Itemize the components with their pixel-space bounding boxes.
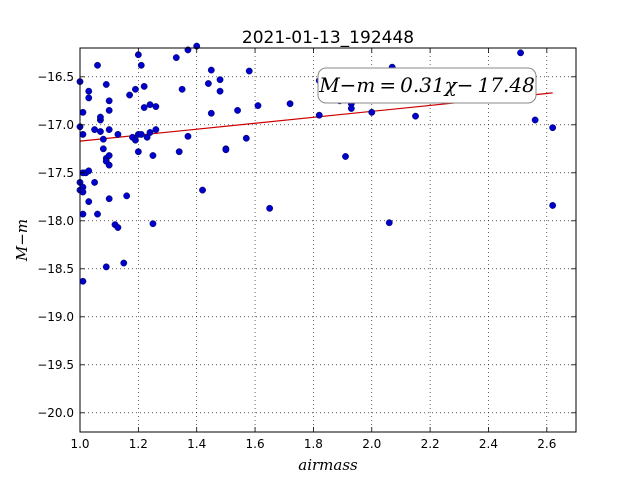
data-point <box>204 80 212 87</box>
data-point <box>207 66 215 74</box>
data-point <box>531 116 539 124</box>
data-point <box>105 107 113 114</box>
y-axis-label: M−m <box>13 219 31 262</box>
data-point <box>146 101 154 109</box>
axis-ticks: 1.0 1.2 1.4 1.6 1.8 2.0 2.2 2.4 2.6 −16.5 −17.0 −17… <box>37 48 576 451</box>
data-point <box>368 108 376 116</box>
data-point <box>172 54 180 61</box>
data-point <box>91 126 98 134</box>
y-tick-label: −17.5 <box>37 166 74 180</box>
x-tick-label: 1.4 <box>187 437 206 451</box>
data-point <box>79 188 87 196</box>
data-point <box>140 83 148 90</box>
data-point <box>242 134 250 142</box>
y-tick-label: −20.0 <box>37 406 74 420</box>
y-tick-label: −19.0 <box>37 310 74 324</box>
fit-annotation: M−m = 0.31χ− 17.48 <box>317 67 537 104</box>
y-tick-label: −19.5 <box>37 358 74 372</box>
data-point <box>120 259 128 267</box>
y-tick-label: −16.5 <box>37 70 74 84</box>
x-axis-label: airmass <box>298 456 358 474</box>
data-point <box>315 111 323 119</box>
data-point <box>94 61 101 69</box>
data-point <box>140 104 148 111</box>
data-point <box>132 85 139 93</box>
data-point <box>549 202 557 209</box>
data-point <box>149 152 157 159</box>
annotation-text: M−m = 0.31χ− 17.48 <box>318 73 535 97</box>
data-point <box>216 87 224 95</box>
data-point <box>94 210 101 218</box>
data-point <box>97 128 104 135</box>
x-tick-label: 1.8 <box>304 437 323 451</box>
x-tick-label: 2.4 <box>479 437 498 451</box>
x-tick-label: 2.6 <box>537 437 556 451</box>
data-point <box>342 153 349 160</box>
data-point <box>99 135 107 143</box>
y-tick-label: −18.0 <box>37 214 74 228</box>
data-point <box>222 146 230 154</box>
data-point <box>549 124 557 132</box>
data-point <box>152 126 160 134</box>
data-point <box>286 100 294 108</box>
data-point <box>134 148 142 156</box>
data-point <box>216 76 224 84</box>
plot-frame <box>79 47 577 433</box>
data-point <box>207 109 215 117</box>
data-point <box>517 49 524 57</box>
chart-title: 2021-01-13_192448 <box>242 28 414 48</box>
y-tick-label: −18.5 <box>37 262 74 276</box>
data-point <box>254 102 262 110</box>
data-point <box>199 186 206 194</box>
data-point <box>105 97 113 105</box>
data-point <box>105 126 113 134</box>
data-point <box>123 192 131 200</box>
annotation-box <box>317 67 537 104</box>
data-point <box>149 220 157 228</box>
data-point <box>266 204 274 212</box>
data-point <box>126 91 134 99</box>
data-point <box>234 107 241 114</box>
x-tick-label: 1.2 <box>129 437 148 451</box>
x-tick-label: 1.0 <box>70 437 89 451</box>
data-point <box>132 136 139 144</box>
data-point <box>85 198 93 206</box>
data-point <box>146 129 154 136</box>
data-point <box>178 85 186 93</box>
data-point <box>137 130 145 138</box>
data-point <box>245 67 253 75</box>
data-point <box>79 277 87 285</box>
data-point <box>85 167 93 175</box>
data-point <box>385 219 393 227</box>
data-point <box>105 161 113 169</box>
data-point <box>412 112 419 120</box>
data-point <box>137 61 145 69</box>
plot-area <box>80 48 576 432</box>
data-point <box>175 148 183 156</box>
data-point <box>97 113 104 121</box>
data-point <box>99 145 107 153</box>
x-tick-label: 1.6 <box>246 437 265 451</box>
data-point <box>105 195 113 203</box>
x-tick-label: 2.0 <box>362 437 381 451</box>
y-tick-label: −17.0 <box>37 118 74 132</box>
data-point <box>114 224 122 231</box>
data-point <box>347 105 355 112</box>
data-point <box>79 130 87 138</box>
data-point <box>105 152 113 159</box>
data-point <box>79 108 87 116</box>
x-tick-label: 2.2 <box>421 437 440 451</box>
data-point <box>152 103 160 110</box>
data-point <box>102 263 110 271</box>
data-point <box>91 178 98 186</box>
data-point <box>85 87 93 95</box>
data-point <box>102 81 110 88</box>
data-point <box>114 130 122 138</box>
data-point <box>85 94 93 102</box>
data-point <box>184 132 192 140</box>
data-point <box>79 210 87 218</box>
